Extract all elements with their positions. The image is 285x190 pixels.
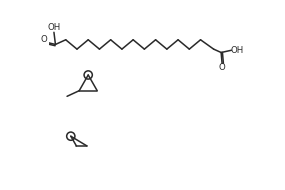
Text: O: O: [219, 63, 225, 72]
Text: OH: OH: [47, 23, 61, 32]
Text: O: O: [41, 35, 48, 44]
Text: OH: OH: [230, 46, 243, 55]
